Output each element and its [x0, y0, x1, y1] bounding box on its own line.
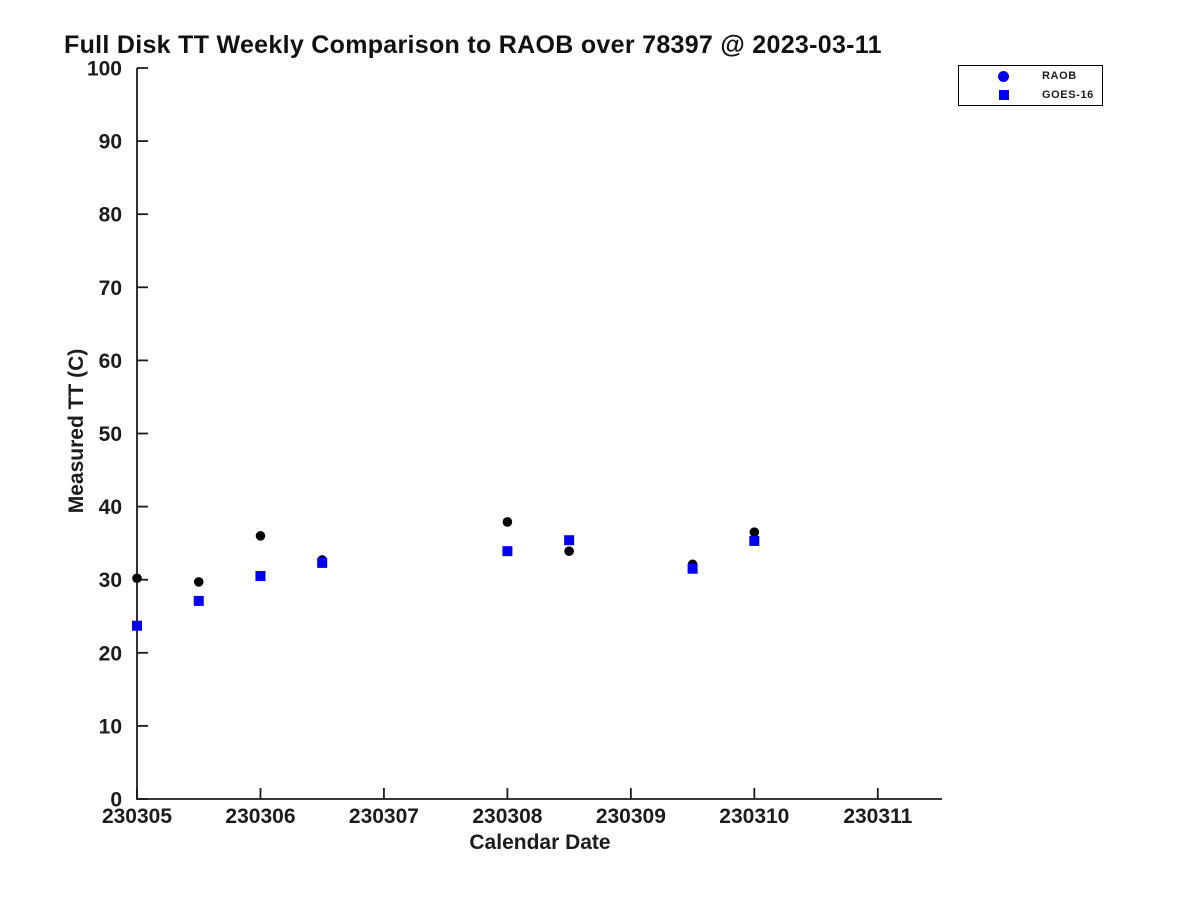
legend: RAOB GOES-16 — [958, 65, 1103, 106]
data-point-goes-16 — [564, 535, 575, 546]
data-point-goes-16 — [317, 557, 328, 568]
data-point-goes-16 — [193, 595, 204, 606]
data-point-goes-16 — [749, 535, 760, 546]
data-point-goes-16 — [255, 571, 266, 582]
y-tick-label: 50 — [99, 423, 122, 446]
data-point-raob — [132, 573, 142, 584]
legend-label-goes16: GOES-16 — [1042, 89, 1094, 101]
data-point-goes-16 — [687, 563, 698, 574]
x-tick-label: 230306 — [225, 805, 295, 828]
data-point-raob — [193, 577, 204, 587]
y-tick-label: 100 — [87, 58, 122, 81]
data-point-goes-16 — [502, 546, 513, 557]
chart-title: Full Disk TT Weekly Comparison to RAOB o… — [64, 31, 882, 59]
x-tick-label: 230309 — [596, 805, 666, 828]
data-point-goes-16 — [132, 620, 142, 631]
legend-row-raob: RAOB — [959, 68, 1102, 84]
y-tick-label: 70 — [99, 277, 122, 300]
x-tick-label: 230305 — [102, 805, 172, 828]
axes — [136, 68, 942, 800]
x-tick-label: 230310 — [719, 805, 789, 828]
data-point-raob — [502, 517, 513, 527]
y-tick-label: 80 — [99, 204, 122, 227]
raob-circle-icon — [998, 70, 1009, 82]
y-tick-label: 10 — [99, 715, 122, 738]
x-tick-label: 230308 — [472, 805, 542, 828]
y-tick-label: 30 — [99, 569, 122, 592]
data-point-raob — [749, 527, 760, 537]
data-point-raob — [564, 546, 574, 556]
y-tick-label: 60 — [99, 350, 122, 373]
y-tick-label: 20 — [99, 642, 122, 665]
y-tick-label: 40 — [99, 496, 122, 519]
data-point-raob — [255, 531, 266, 541]
x-axis-label: Calendar Date — [469, 831, 611, 854]
x-tick-label: 230311 — [843, 805, 912, 828]
x-tick-label: 230307 — [349, 805, 419, 828]
y-axis-label: Measured TT (C) — [65, 348, 88, 514]
y-tick-label: 90 — [99, 131, 122, 154]
y-tick-label: 0 — [110, 789, 122, 812]
legend-row-goes16: GOES-16 — [959, 87, 1102, 103]
goes16-square-icon — [999, 90, 1009, 100]
legend-label-raob: RAOB — [1042, 70, 1077, 82]
